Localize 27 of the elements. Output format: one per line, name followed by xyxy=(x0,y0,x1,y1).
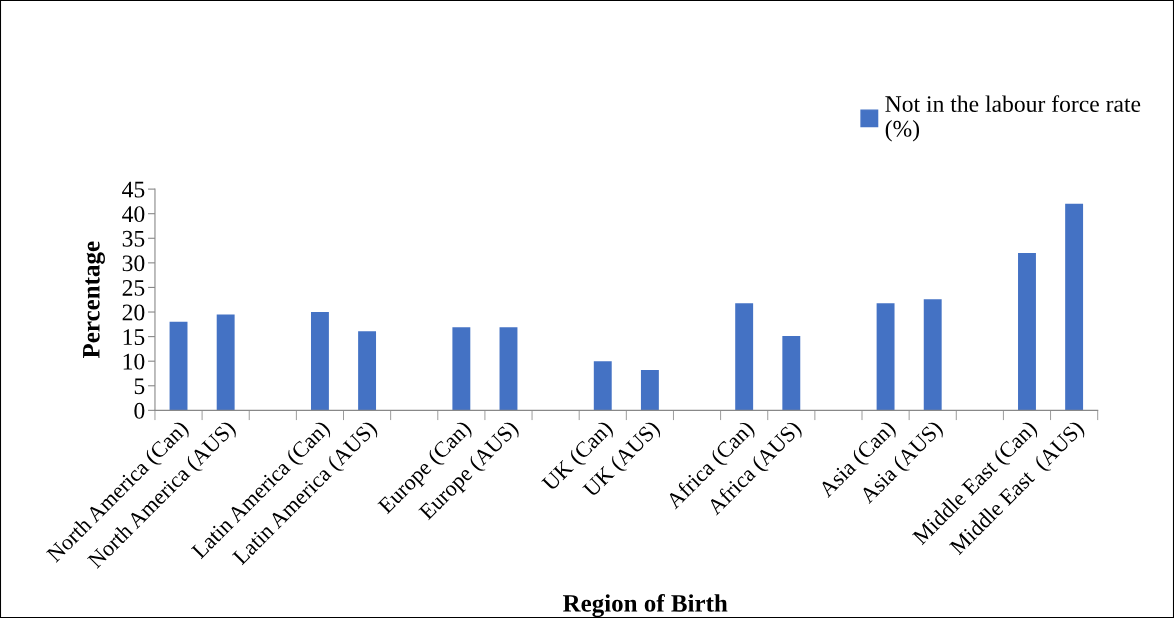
bar xyxy=(452,327,471,411)
y-tick-label: 25 xyxy=(122,280,145,296)
bar xyxy=(782,336,801,411)
y-tick-label: 30 xyxy=(122,255,145,272)
bar xyxy=(593,361,612,411)
y-tick-label: 45 xyxy=(122,181,145,198)
legend-label: Not in the labour force rate (%) xyxy=(885,95,1141,142)
bar xyxy=(735,303,754,411)
bar xyxy=(923,299,942,411)
bar xyxy=(1018,253,1036,411)
y-tick-label: 20 xyxy=(122,304,145,321)
bar xyxy=(499,327,518,411)
bar xyxy=(169,321,188,411)
bar xyxy=(358,331,377,411)
bar xyxy=(640,370,659,411)
y-tick-label: 15 xyxy=(123,329,145,346)
y-tick-label: 10 xyxy=(123,353,145,370)
y-tick-label: 5 xyxy=(134,378,145,395)
y-tick-label: 35 xyxy=(122,230,145,247)
y-tick-label: 0 xyxy=(134,402,145,419)
bar xyxy=(216,314,235,411)
bar xyxy=(1065,203,1084,411)
y-tick-label: 40 xyxy=(122,206,145,223)
bar xyxy=(876,303,895,411)
bar xyxy=(310,312,329,411)
y-axis-title: Percentage xyxy=(83,241,105,359)
x-axis-title: Region of Birth xyxy=(562,593,728,618)
